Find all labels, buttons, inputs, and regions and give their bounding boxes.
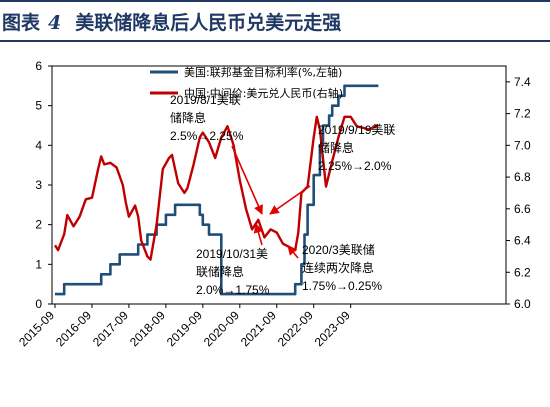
right-tick-label: 7.0 — [514, 138, 531, 152]
annotation-text: 连续两次降息 — [302, 260, 374, 275]
figure-number: 4 — [48, 12, 62, 34]
annotation-arrow — [287, 245, 299, 259]
top-rule — [0, 0, 550, 2]
legend: 美国:联邦基金目标利率(%,左轴) 中国:中间价:美元兑人民币(右轴) — [150, 65, 343, 100]
left-tick-label: 6 — [35, 59, 42, 73]
annotation-text: 1.75%→0.25% — [302, 279, 382, 293]
right-tick-label: 6.4 — [514, 234, 531, 248]
annotation-text: 2.0%→1.75% — [196, 283, 270, 297]
left-tick-label: 2 — [35, 218, 42, 232]
annotation-text: 2019/9/19美联 — [318, 123, 395, 137]
right-tick-label: 6.8 — [514, 170, 531, 184]
annotation-text: 2.25%→2.0% — [318, 159, 392, 173]
annotation-text: 2019/8/1美联 — [170, 93, 241, 107]
usdcny-midpoint-line — [53, 115, 379, 261]
left-tick-label: 0 — [35, 297, 42, 311]
right-axis: 6.0 6.2 6.4 6.6 6.8 7.0 7.2 7.4 — [506, 75, 531, 311]
x-tick-label: 2017-09 — [90, 308, 131, 349]
right-tick-label: 6.6 — [514, 202, 531, 216]
left-tick-label: 5 — [35, 99, 42, 113]
annotation-arrow — [269, 185, 311, 215]
left-tick-label: 4 — [35, 138, 42, 152]
series-layer — [53, 84, 379, 296]
right-tick-label: 7.4 — [514, 75, 531, 89]
title-rule — [0, 40, 550, 42]
x-tick-label: 2020-09 — [201, 308, 242, 349]
left-tick-label: 3 — [35, 178, 42, 192]
annotation-arrow — [253, 223, 263, 246]
annotation-arrows — [231, 145, 311, 259]
annotation-text: 储降息 — [318, 140, 354, 155]
x-tick-label: 2019-09 — [164, 308, 205, 349]
left-tick-label: 1 — [35, 257, 42, 271]
right-tick-label: 6.0 — [514, 297, 531, 311]
annotation-text: 2.5%→2.25% — [170, 129, 244, 143]
figure-label: 图表 — [2, 12, 41, 34]
x-tick-label: 2015-09 — [16, 308, 57, 349]
figure-title: 美联储降息后人民币兑美元走强 — [75, 12, 342, 34]
annotation-arrow — [231, 145, 263, 215]
x-axis: 2015-092016-092017-092018-092019-092020-… — [16, 304, 353, 349]
fed-funds-rate-line — [55, 84, 379, 296]
x-tick-label: 2022-09 — [275, 308, 316, 349]
left-axis: 0 1 2 3 4 5 6 — [35, 59, 52, 311]
annotation-text: 联储降息 — [196, 264, 244, 279]
x-tick-label: 2023-09 — [312, 308, 353, 349]
x-tick-label: 2016-09 — [53, 308, 94, 349]
plot-frame — [51, 65, 507, 305]
annotation-text: 储降息 — [170, 110, 206, 125]
chart-title: 图表 4 美联储降息后人民币兑美元走强 — [2, 8, 341, 35]
x-tick-label: 2018-09 — [127, 308, 168, 349]
x-tick-label: 2021-09 — [238, 308, 279, 349]
right-tick-label: 6.2 — [514, 265, 531, 279]
legend-entry: 美国:联邦基金目标利率(%,左轴) — [184, 65, 342, 79]
annotation-text: 2020/3美联储 — [302, 242, 375, 257]
right-tick-label: 7.2 — [514, 107, 531, 121]
annotation-text: 2019/10/31美 — [196, 247, 268, 261]
legend-entry: 中国:中间价:美元兑人民币(右轴) — [184, 86, 343, 100]
